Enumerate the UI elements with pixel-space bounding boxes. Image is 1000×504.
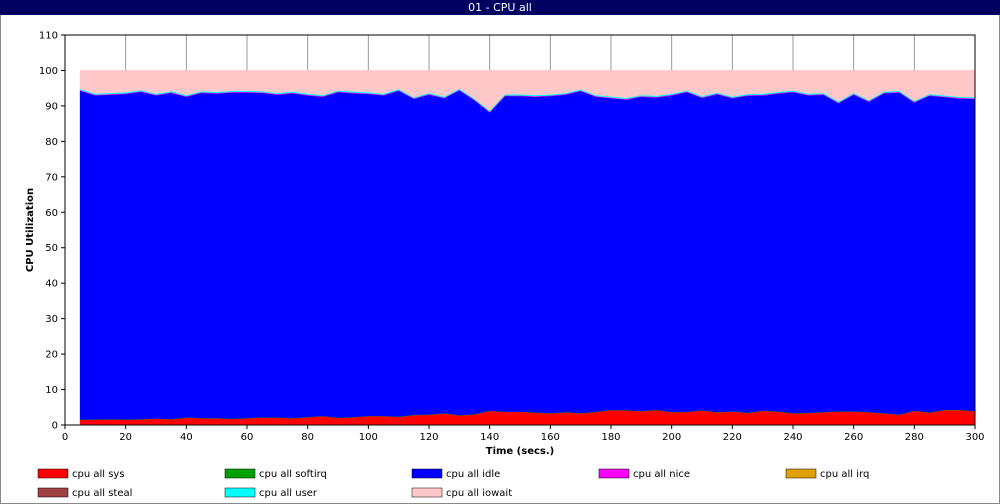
legend-label: cpu all nice xyxy=(633,469,690,480)
y-tick-label: 30 xyxy=(45,314,58,325)
legend-swatch xyxy=(224,487,256,498)
y-tick-label: 0 xyxy=(52,421,58,432)
x-tick-label: 160 xyxy=(541,432,560,443)
legend-swatch xyxy=(411,487,443,498)
x-tick-label: 60 xyxy=(241,432,254,443)
x-tick-label: 240 xyxy=(783,432,802,443)
x-tick-label: 300 xyxy=(965,432,984,443)
plot-border xyxy=(64,34,976,426)
y-axis-label: CPU Utilization xyxy=(25,188,36,272)
legend-label: cpu all iowait xyxy=(446,488,512,499)
legend-swatch xyxy=(598,468,630,479)
legend-swatch xyxy=(785,468,817,479)
x-tick-label: 180 xyxy=(601,432,620,443)
y-tick-label: 20 xyxy=(45,350,58,361)
y-tick-label: 10 xyxy=(45,385,58,396)
y-tick-label: 40 xyxy=(45,279,58,290)
x-tick-label: 20 xyxy=(119,432,132,443)
y-tick-label: 100 xyxy=(39,66,58,77)
legend-label: cpu all sys xyxy=(72,469,125,480)
x-tick-label: 40 xyxy=(180,432,193,443)
y-tick-label: 70 xyxy=(45,172,58,183)
y-tick-label: 80 xyxy=(45,137,58,148)
x-tick-label: 260 xyxy=(844,432,863,443)
y-tick-label: 110 xyxy=(39,31,58,42)
plot xyxy=(64,35,976,426)
legend-label: cpu all user xyxy=(259,488,318,499)
area xyxy=(79,89,976,420)
legend-swatch xyxy=(37,487,69,498)
title-bar xyxy=(0,0,1000,15)
legend-swatch xyxy=(411,468,443,479)
x-tick-label: 280 xyxy=(905,432,924,443)
legend-label: cpu all idle xyxy=(446,469,500,480)
x-tick-label: 220 xyxy=(723,432,742,443)
legend-swatch xyxy=(224,468,256,479)
legend-swatch xyxy=(37,468,69,479)
x-tick-label: 0 xyxy=(62,432,68,443)
legend-label: cpu all steal xyxy=(72,488,132,499)
window-title: 01 - CPU all xyxy=(468,1,532,14)
x-tick-label: 120 xyxy=(419,432,438,443)
x-tick-label: 100 xyxy=(359,432,378,443)
y-tick-label: 50 xyxy=(45,243,58,254)
y-tick-label: 60 xyxy=(45,208,58,219)
x-tick-label: 140 xyxy=(480,432,499,443)
legend-label: cpu all softirq xyxy=(259,469,327,480)
x-axis-label: Time (secs.) xyxy=(486,446,555,457)
x-tick-label: 200 xyxy=(662,432,681,443)
legend-label: cpu all irq xyxy=(820,469,869,480)
x-tick-label: 80 xyxy=(301,432,314,443)
y-tick-label: 90 xyxy=(45,101,58,112)
